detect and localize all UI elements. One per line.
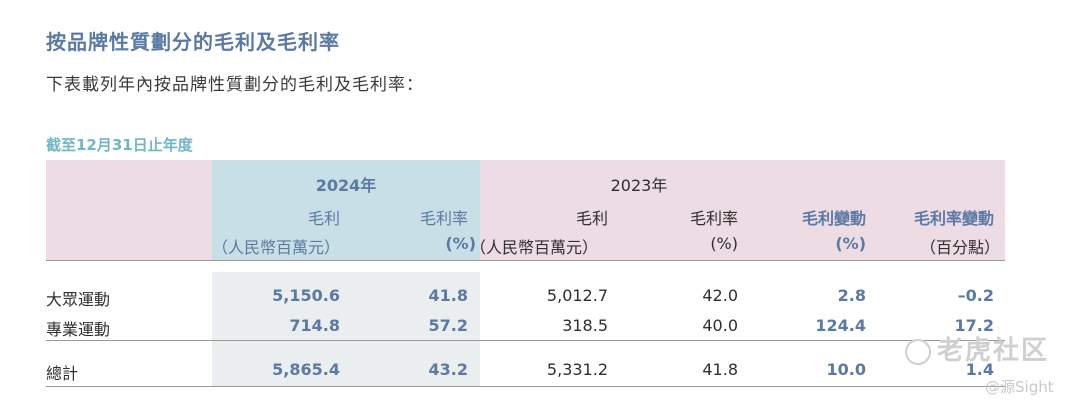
table-cell: 5,865.4 (272, 360, 340, 379)
total-divider (46, 340, 1005, 341)
year-header-2023: 2023年 (610, 176, 668, 195)
table-cell: 57.2 (428, 316, 468, 335)
page-title: 按品牌性質劃分的毛利及毛利率 (46, 30, 340, 54)
col-unit-gpm-2024: (%) (445, 234, 476, 253)
table-cell: 5,012.7 (546, 286, 608, 305)
watermark-logo: 老虎社区 (905, 330, 1049, 367)
body-bg-2024 (212, 272, 480, 386)
table-cell: 714.8 (289, 316, 340, 335)
col-header-gp-2023: 毛利 (575, 209, 608, 228)
table-cell: 41.8 (702, 360, 738, 379)
col-header-gpm-change: 毛利率變動 (913, 209, 994, 228)
table-cell: 10.0 (826, 360, 866, 379)
row-label-total: 總計 (46, 364, 79, 383)
table-cell: 1.4 (965, 360, 994, 379)
header-bg-2023 (480, 160, 1005, 260)
table-cell: 124.4 (815, 316, 866, 335)
col-header-gpm-2024: 毛利率 (419, 209, 468, 228)
col-unit-gp-2023: （人民幣百萬元） (470, 238, 599, 257)
col-unit-gp-2024: （人民幣百萬元） (212, 238, 341, 257)
watermark-brand: 老虎社区 (937, 336, 1050, 366)
table-cell: 40.0 (702, 316, 738, 335)
table-cell: 2.8 (837, 286, 866, 305)
col-header-gp-2024: 毛利 (307, 209, 340, 228)
header-bg-2024 (212, 160, 480, 260)
year-header-2024: 2024年 (315, 176, 377, 195)
period-label: 截至12月31日止年度 (46, 136, 193, 154)
header-divider (46, 260, 1005, 261)
header-bg-label-column (46, 160, 212, 260)
col-unit-gpm-change: （百分點） (919, 238, 1000, 257)
table-cell: 41.8 (428, 286, 468, 305)
row-label: 專業運動 (46, 320, 111, 339)
watermark-source: @源Sight (985, 378, 1054, 396)
table-cell: 5,150.6 (272, 286, 340, 305)
table-cell: 318.5 (562, 316, 608, 335)
table-cell: 42.0 (702, 286, 738, 305)
col-header-gp-change: 毛利變動 (801, 209, 866, 228)
bottom-divider (46, 386, 1005, 387)
row-label: 大眾運動 (46, 290, 111, 309)
table-cell: 17.2 (954, 316, 994, 335)
col-unit-gp-change: (%) (835, 234, 866, 253)
table-cell: 5,331.2 (546, 360, 608, 379)
page-subtitle: 下表載列年內按品牌性質劃分的毛利及毛利率： (46, 75, 424, 95)
watermark-circle-icon (905, 338, 931, 365)
col-unit-gpm-2023: (%) (710, 234, 738, 253)
col-header-gpm-2023: 毛利率 (689, 209, 738, 228)
table-cell: –0.2 (957, 286, 994, 305)
table-cell: 43.2 (428, 360, 468, 379)
